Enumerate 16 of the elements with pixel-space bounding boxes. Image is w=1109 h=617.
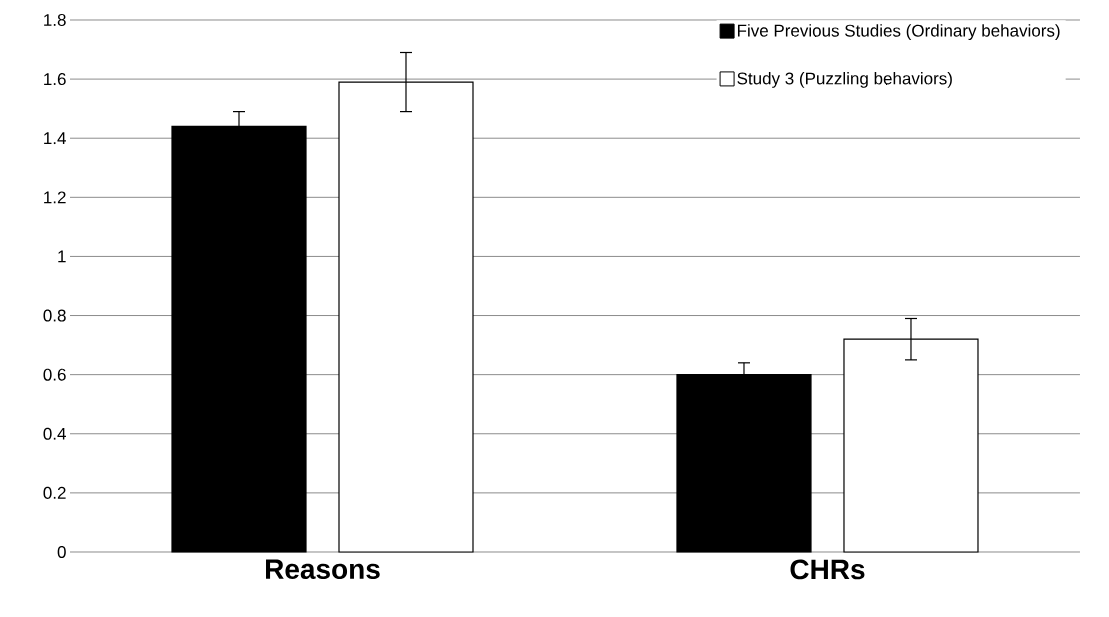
y-tick-label: 1.2 <box>44 191 66 204</box>
y-tick-label: 0.6 <box>43 368 66 381</box>
bar <box>843 338 979 553</box>
y-tick-label: 0.4 <box>43 427 66 440</box>
y-tick-label: 1.6 <box>44 73 66 86</box>
y-tick-label: 1 <box>58 250 66 263</box>
y-tick-label: 0.2 <box>43 486 66 499</box>
y-tick-label: 1.8 <box>44 13 66 27</box>
y-tick-label: 0 <box>57 545 66 559</box>
y-tick-label: 1.4 <box>44 132 66 145</box>
x-tick-label: Reasons <box>266 559 380 580</box>
legend-label: Five Previous Studies (Ordinary behaviors) <box>737 24 1060 41</box>
y-tick-label: 0.8 <box>43 309 66 322</box>
bar <box>171 125 307 553</box>
x-tick-label: CHRs <box>790 559 865 580</box>
legend-label: Study 3 (Puzzling behaviors) <box>737 72 952 88</box>
